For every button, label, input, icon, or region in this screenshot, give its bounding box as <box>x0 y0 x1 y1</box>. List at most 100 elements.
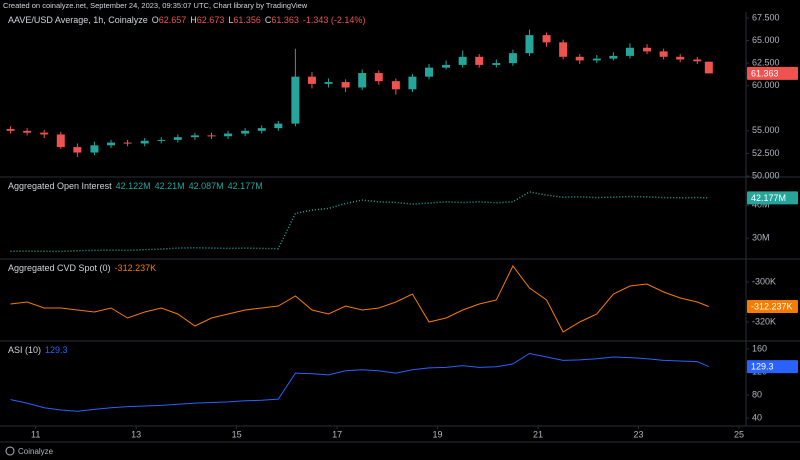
candle-body <box>391 81 400 90</box>
ohlc-value: 62.657 <box>158 15 187 25</box>
series-line <box>10 191 709 253</box>
candle-body <box>525 35 534 54</box>
last-value-label: 61.363 <box>751 68 779 78</box>
y-tick-label: 67.500 <box>752 12 780 22</box>
candle-body <box>508 53 517 64</box>
legend-value: 42.21M <box>154 181 185 191</box>
x-tick-label: 23 <box>633 429 643 439</box>
candle-body <box>643 47 652 52</box>
candle-body <box>123 142 132 144</box>
candle-body <box>173 137 182 140</box>
legend: AAVE/USD Average, 1h, Coinalyze O62.657 H6… <box>8 15 369 25</box>
candle-body <box>492 63 501 65</box>
legend-title: ASI (10) <box>8 345 42 355</box>
series-line <box>10 352 709 412</box>
last-value-label: 42.177M <box>751 193 786 203</box>
last-value-box <box>747 66 798 80</box>
y-tick-label: 62.500 <box>752 57 780 67</box>
candle-body <box>341 82 350 88</box>
y-tick-label: -320K <box>752 316 776 326</box>
y-tick-label: -300K <box>752 276 776 286</box>
candle-body <box>241 130 250 134</box>
candle-body <box>73 147 82 153</box>
candle-body <box>6 129 15 131</box>
candle-body <box>704 61 713 74</box>
y-tick-label: 160 <box>752 343 767 353</box>
x-tick-label: 25 <box>734 429 744 439</box>
x-tick-label: 13 <box>131 429 141 439</box>
candle-body <box>257 128 266 131</box>
candle-body <box>56 134 65 148</box>
y-tick-label: 60.000 <box>752 80 780 90</box>
ohlc-letter: C <box>264 15 272 25</box>
footer-icon <box>5 446 15 456</box>
x-tick-label: 15 <box>232 429 242 439</box>
ohlc-value: 62.673 <box>196 15 225 25</box>
candle-body <box>676 56 685 60</box>
legend-title: AAVE/USD Average, 1h, Coinalyze <box>8 15 148 25</box>
footer: Coinalyze <box>18 447 54 456</box>
candle-body <box>458 56 467 65</box>
legend: Aggregated CVD Spot (0) -312.237K <box>8 263 160 273</box>
y-tick-label: 65.000 <box>752 35 780 45</box>
candle-body <box>442 64 451 68</box>
candle-body <box>625 47 634 56</box>
legend-value: -312.237K <box>114 263 157 273</box>
candle-body <box>157 139 166 141</box>
candle-body <box>559 42 568 57</box>
candle-body <box>274 123 283 129</box>
x-tick-label: 21 <box>533 429 543 439</box>
legend-value: 42.177M <box>227 181 263 191</box>
candle-body <box>90 145 99 153</box>
x-tick-label: 17 <box>332 429 342 439</box>
legend: ASI (10) 129.3 <box>8 345 72 355</box>
candle-body <box>324 82 333 84</box>
candle-body <box>542 35 551 43</box>
candle-body <box>307 76 316 84</box>
series-line <box>10 265 709 333</box>
candle-body <box>107 142 116 146</box>
candle-body <box>140 140 149 144</box>
caption: Created on coinalyze.net, September 24, … <box>3 1 308 10</box>
candle-body <box>358 73 367 88</box>
candle-body <box>374 73 383 82</box>
candle-body <box>609 55 618 59</box>
y-tick-label: 55.000 <box>752 125 780 135</box>
candle-body <box>224 133 233 137</box>
y-tick-label: 80 <box>752 389 762 399</box>
y-tick-label: 50.000 <box>752 170 780 180</box>
y-tick-label: 40 <box>752 412 762 422</box>
ohlc-value: 61.356 <box>233 15 261 25</box>
y-tick-label: 52.500 <box>752 148 780 158</box>
x-tick-label: 11 <box>31 429 40 439</box>
y-tick-label: 40M <box>752 199 770 209</box>
candle-body <box>207 135 216 137</box>
x-tick-label: 19 <box>433 429 443 439</box>
last-value-box <box>747 360 798 374</box>
last-value-box <box>747 299 798 313</box>
last-value-box <box>747 191 798 205</box>
legend-value: 129.3 <box>45 345 68 355</box>
candle-body <box>190 135 199 138</box>
y-tick-label: 30M <box>752 233 770 243</box>
last-value-label: -312.237K <box>751 301 793 311</box>
candle-body <box>575 56 584 61</box>
candle-body <box>475 56 484 65</box>
candle-body <box>425 67 434 77</box>
ohlc-letter: H <box>190 15 197 25</box>
legend-title: Aggregated Open Interest <box>8 181 112 191</box>
change: -1.343 (-2.14%) <box>302 15 366 25</box>
candle-body <box>291 76 300 124</box>
candle-body <box>408 76 417 90</box>
candle-body <box>659 51 668 57</box>
ohlc-value: 61.363 <box>271 15 299 25</box>
legend-value: 42.122M <box>115 181 151 191</box>
candle-body <box>693 59 702 62</box>
ohlc-letter: L <box>228 15 234 25</box>
last-value-label: 129.3 <box>751 361 774 371</box>
legend-title: Aggregated CVD Spot (0) <box>8 263 111 273</box>
legend: Aggregated Open Interest 42.122M 42.21M 42.… <box>8 181 267 191</box>
ohlc-letter: O <box>151 15 159 25</box>
